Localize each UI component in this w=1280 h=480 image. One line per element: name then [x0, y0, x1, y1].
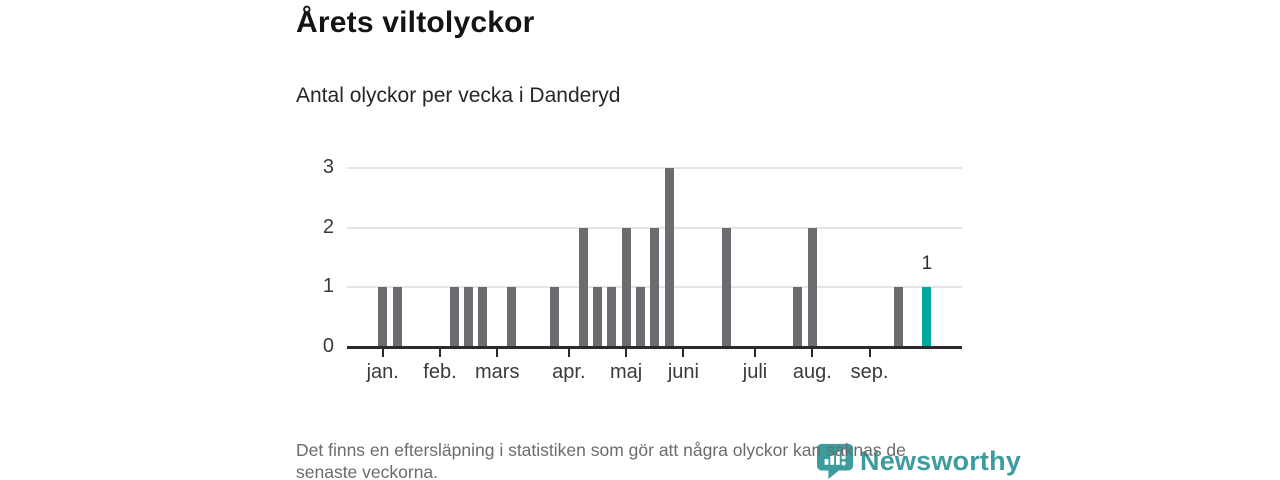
bar-week-1 — [392, 287, 402, 347]
x-tick-apr — [567, 348, 570, 357]
bar-week-30 — [807, 227, 817, 347]
bar-week-0 — [378, 287, 388, 347]
x-axis-label-aug: aug. — [792, 361, 832, 383]
gridline-3 — [347, 166, 962, 169]
x-axis-label-jan: jan. — [366, 361, 399, 383]
bar-week-7 — [478, 287, 488, 347]
x-tick-juli — [754, 348, 757, 357]
x-tick-feb — [438, 348, 441, 357]
y-axis-label-3: 3 — [322, 155, 334, 178]
bar-week-19 — [650, 227, 660, 347]
highlight-value-label: 1 — [921, 253, 933, 274]
bar-week-5 — [449, 287, 459, 347]
bar-week-15 — [593, 287, 602, 347]
x-axis-label-apr: apr. — [552, 361, 586, 383]
bar-week-18 — [635, 287, 645, 347]
y-axis-label-0: 0 — [322, 335, 334, 357]
bar-week-14 — [578, 227, 588, 347]
bar-week-highlighted — [922, 287, 932, 347]
chart-subtitle: Antal olyckor per vecka i Danderyd — [296, 84, 621, 107]
x-tick-jan — [381, 348, 384, 357]
x-axis-label-feb: feb. — [423, 361, 457, 383]
newsworthy-logo[interactable]: Newsworthy — [817, 442, 1021, 480]
x-tick-aug — [811, 348, 814, 357]
newsworthy-logo-text: Newsworthy — [860, 445, 1022, 476]
y-axis-label-1: 1 — [322, 275, 334, 298]
x-axis-label-juli: juli — [742, 361, 768, 383]
x-tick-maj — [625, 348, 628, 357]
bar-week-24 — [721, 227, 731, 347]
bar-week-12 — [550, 287, 560, 347]
bar-week-20 — [664, 167, 674, 347]
bar-week-17 — [621, 227, 631, 347]
x-axis-label-mars: mars — [475, 361, 520, 383]
chart-title: Årets viltolyckor — [296, 6, 535, 39]
bar-week-9 — [507, 287, 517, 347]
bar-week-16 — [607, 287, 617, 347]
x-axis-label-sep: sep. — [850, 361, 889, 383]
x-axis-label-juni: juni — [667, 361, 699, 383]
footer-disclaimer: Det finns en eftersläpning i statistiken… — [296, 439, 906, 480]
footer-disclaimer-line2: senaste veckorna. — [296, 462, 439, 480]
x-tick-sep — [868, 348, 871, 357]
newsworthy-speech-bubble-chart-icon — [817, 443, 854, 480]
x-tick-mars — [496, 348, 499, 357]
bar-week-36 — [893, 287, 903, 347]
y-axis-label-2: 2 — [322, 215, 334, 238]
bar-week-6 — [464, 287, 474, 347]
x-axis-label-maj: maj — [610, 361, 643, 383]
x-axis-line — [347, 345, 962, 349]
x-tick-juni — [682, 348, 685, 357]
footer-disclaimer-line1: Det finns en eftersläpning i statistiken… — [296, 440, 906, 460]
bar-week-29 — [793, 287, 803, 347]
